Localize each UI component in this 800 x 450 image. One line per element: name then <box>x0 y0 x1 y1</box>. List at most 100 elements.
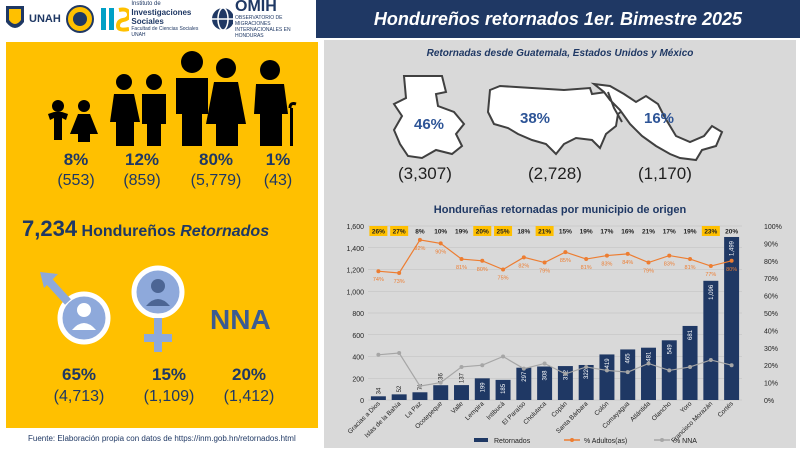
bar-value-label: 465 <box>626 353 632 364</box>
right-panel: Retornadas desde Guatemala, Estados Unid… <box>324 40 796 448</box>
y-right-tick-label: 100% <box>764 224 782 231</box>
bar-value-label: 185 <box>501 383 507 394</box>
nna-value-label: 17% <box>600 229 613 236</box>
nna-value-label: 27% <box>393 229 406 236</box>
nna-point <box>688 364 693 369</box>
mexico-map-icon <box>590 82 724 162</box>
bar <box>703 280 719 400</box>
bar-value-label: 297 <box>522 371 528 382</box>
adults-point <box>521 255 526 260</box>
total-line: 7,234 Hondureños Retornados <box>22 216 269 242</box>
nna-point <box>521 366 526 371</box>
adults-value-label: 80% <box>477 267 488 273</box>
bar-value-label: 199 <box>480 382 486 393</box>
adults-point <box>584 257 589 262</box>
sex-pct: 15% <box>151 365 187 384</box>
total-number: 7,234 <box>22 216 78 241</box>
nna-value-label: 26% <box>372 229 385 236</box>
bar-value-label: 419 <box>605 358 611 369</box>
nna-point <box>667 368 672 373</box>
country-maps <box>392 75 724 162</box>
iis-line2: Investigaciones <box>131 7 192 17</box>
nna-value-label: 16% <box>621 229 634 236</box>
nna-value-label: 18% <box>517 229 530 236</box>
adults-point <box>625 251 630 256</box>
age-count: (859) <box>123 172 161 189</box>
elder-icon <box>254 60 297 146</box>
nna-value-label: 17% <box>663 229 676 236</box>
nna-value-label: 19% <box>580 229 593 236</box>
y-left-tick-label: 0 <box>360 398 364 405</box>
nna-label-highlight <box>473 226 492 236</box>
bar <box>599 354 615 400</box>
bar-value-label: 481 <box>647 351 653 362</box>
municipio-chart: 0 200 400 600 800 1,000 1,200 1,400 1,600 0% 10% 20… <box>346 224 782 445</box>
adults-value-label: 81% <box>685 265 696 271</box>
iis-line3: Sociales <box>131 16 164 26</box>
map-pct: 38% <box>520 110 551 127</box>
children-icon <box>48 100 98 142</box>
adults-value-label: 79% <box>539 269 550 275</box>
legend-label: % Adultos(as) <box>584 438 627 445</box>
youth-icon <box>110 74 166 146</box>
y-left-tick-label: 1,400 <box>346 246 364 253</box>
nna-point <box>646 361 651 366</box>
adults-point <box>376 269 381 274</box>
map-count: (2,728) <box>528 164 582 183</box>
age-pct: 8% <box>63 150 89 169</box>
adults-point <box>459 257 464 262</box>
nna-label-highlight <box>369 226 388 236</box>
adults-value-label: 83% <box>601 262 612 268</box>
bar <box>620 349 636 400</box>
bar-value-label: 1,499 <box>730 240 736 256</box>
university-seal-icon <box>65 5 94 33</box>
chart-title: Hondureñas retornadas por municipio de o… <box>433 204 687 216</box>
sex-icons <box>40 265 185 352</box>
adults-point <box>667 253 672 258</box>
bar <box>454 385 469 400</box>
nna-value-label: 21% <box>642 229 655 236</box>
adults-point <box>729 258 734 263</box>
bar <box>516 367 532 400</box>
y-right-tick-label: 20% <box>764 363 778 370</box>
nna-value-label: 19% <box>455 229 468 236</box>
bar <box>391 394 407 400</box>
adults-value-label: 77% <box>705 272 716 278</box>
age-pct: 12% <box>124 150 160 169</box>
y-left-tick-label: 600 <box>352 333 364 340</box>
nna-point <box>729 363 734 368</box>
map-count: (1,170) <box>638 164 692 183</box>
seal-logo <box>65 4 95 34</box>
nna-point <box>625 370 630 375</box>
y-right-tick-label: 60% <box>764 294 778 301</box>
usa-map-icon <box>486 84 632 156</box>
unah-shield-icon <box>6 6 24 28</box>
header: UNAH Instituto de Investigaciones Social… <box>0 0 800 39</box>
source-note: Fuente: Elaboración propia con datos de … <box>28 434 296 443</box>
x-tick-label: Islas de la Bahía <box>364 400 403 439</box>
adults-point <box>708 264 713 269</box>
nna-point <box>542 361 547 366</box>
unah-logo: UNAH <box>4 4 61 34</box>
age-stat-adults: 80% (5,779) <box>176 150 256 192</box>
omih-sub2: INTERNACIONALES EN HONDURAS <box>235 27 291 39</box>
bar <box>370 396 386 400</box>
sex-count: (1,412) <box>223 388 275 405</box>
bar-value-label: 136 <box>439 373 445 384</box>
iis-line4: Facultad de Ciencias Sociales UNAH <box>131 25 199 38</box>
x-tick-label: Olancho <box>651 400 673 422</box>
nna-value-label: 20% <box>476 229 489 236</box>
x-tick-label: La Paz <box>404 400 423 419</box>
nna-point <box>417 384 422 389</box>
y-right-tick-label: 30% <box>764 346 778 353</box>
x-tick-label: Colón <box>593 400 610 417</box>
legend-label: Retornados <box>494 438 531 445</box>
adults-value-label: 75% <box>498 276 509 282</box>
adults-point <box>397 270 402 275</box>
y-left-tick-label: 800 <box>352 311 364 318</box>
y-right-tick-label: 80% <box>764 259 778 266</box>
female-symbol-icon <box>131 265 185 352</box>
globe-icon <box>211 7 234 31</box>
adults-icon <box>176 51 246 146</box>
nna-label: NNA <box>210 304 271 335</box>
